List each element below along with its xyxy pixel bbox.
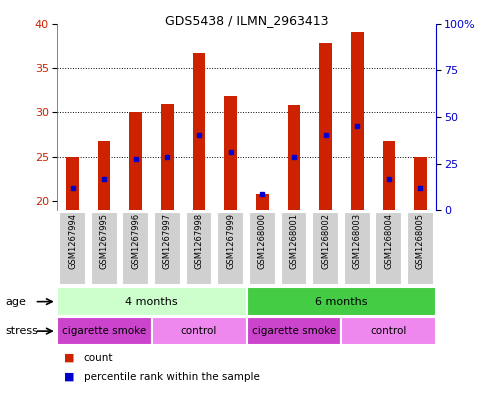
FancyBboxPatch shape	[59, 212, 86, 285]
FancyBboxPatch shape	[407, 212, 434, 285]
FancyBboxPatch shape	[312, 212, 339, 285]
Text: GSM1268002: GSM1268002	[321, 213, 330, 268]
Bar	[256, 194, 269, 210]
FancyBboxPatch shape	[375, 212, 402, 285]
Text: GSM1268005: GSM1268005	[416, 213, 425, 268]
Text: count: count	[84, 353, 113, 363]
Bar	[98, 141, 110, 210]
FancyBboxPatch shape	[249, 212, 276, 285]
Bar	[383, 141, 395, 210]
Text: GSM1267999: GSM1267999	[226, 213, 235, 268]
Text: GSM1267994: GSM1267994	[68, 213, 77, 268]
Text: stress: stress	[5, 326, 38, 336]
Text: GDS5438 / ILMN_2963413: GDS5438 / ILMN_2963413	[165, 14, 328, 27]
Text: GSM1267997: GSM1267997	[163, 213, 172, 269]
Text: cigarette smoke: cigarette smoke	[252, 326, 336, 336]
Text: GSM1267998: GSM1267998	[195, 213, 204, 269]
Text: 6 months: 6 months	[315, 297, 368, 307]
Bar	[152, 317, 246, 345]
Text: GSM1268001: GSM1268001	[289, 213, 298, 268]
Bar	[193, 53, 206, 210]
FancyBboxPatch shape	[344, 212, 371, 285]
Text: GSM1268000: GSM1268000	[258, 213, 267, 268]
Text: GSM1267996: GSM1267996	[131, 213, 141, 269]
Bar	[319, 43, 332, 210]
Bar	[130, 112, 142, 210]
Text: control: control	[371, 326, 407, 336]
Text: control: control	[181, 326, 217, 336]
Bar	[224, 96, 237, 210]
Text: 4 months: 4 months	[125, 297, 178, 307]
Text: age: age	[5, 297, 26, 307]
FancyBboxPatch shape	[185, 212, 212, 285]
Bar	[414, 157, 427, 210]
FancyBboxPatch shape	[217, 212, 244, 285]
Bar	[66, 157, 79, 210]
FancyBboxPatch shape	[91, 212, 118, 285]
Text: GSM1268003: GSM1268003	[352, 213, 362, 269]
Bar	[57, 317, 152, 345]
Text: GSM1267995: GSM1267995	[100, 213, 108, 268]
Bar	[246, 287, 436, 316]
Bar	[57, 287, 246, 316]
Text: GSM1268004: GSM1268004	[385, 213, 393, 268]
Text: percentile rank within the sample: percentile rank within the sample	[84, 372, 260, 382]
Bar	[161, 104, 174, 210]
Bar	[351, 33, 363, 210]
Bar	[287, 105, 300, 210]
Bar	[246, 317, 341, 345]
Text: cigarette smoke: cigarette smoke	[62, 326, 146, 336]
FancyBboxPatch shape	[281, 212, 308, 285]
FancyBboxPatch shape	[154, 212, 181, 285]
Text: ■: ■	[64, 353, 74, 363]
Bar	[341, 317, 436, 345]
FancyBboxPatch shape	[122, 212, 149, 285]
Text: ■: ■	[64, 372, 74, 382]
